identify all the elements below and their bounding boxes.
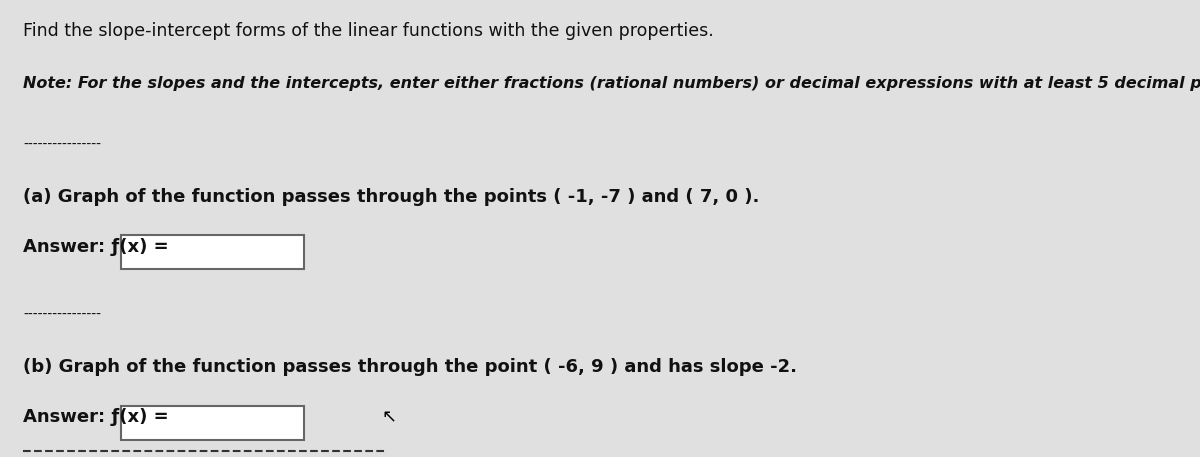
Text: ----------------: ---------------- (23, 308, 101, 322)
Text: (b) Graph of the function passes through the point ( -6, 9 ) and has slope -2.: (b) Graph of the function passes through… (23, 358, 797, 376)
FancyBboxPatch shape (121, 235, 305, 269)
Text: Answer: ƒ(x) =: Answer: ƒ(x) = (23, 408, 169, 426)
FancyBboxPatch shape (121, 406, 305, 440)
Text: ↖: ↖ (382, 408, 396, 426)
Text: Find the slope-intercept forms of the linear functions with the given properties: Find the slope-intercept forms of the li… (23, 22, 714, 40)
Text: (a) Graph of the function passes through the points ( -1, -7 ) and ( 7, 0 ).: (a) Graph of the function passes through… (23, 188, 760, 206)
Text: Note: For the slopes and the intercepts, enter either fractions (rational number: Note: For the slopes and the intercepts,… (23, 76, 1200, 91)
Text: ----------------: ---------------- (23, 138, 101, 152)
Text: Answer: ƒ(x) =: Answer: ƒ(x) = (23, 238, 169, 255)
